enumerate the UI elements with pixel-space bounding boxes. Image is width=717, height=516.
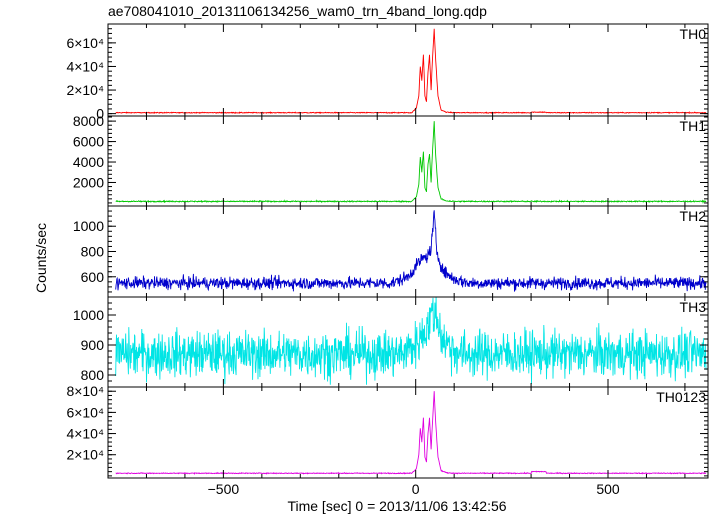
y-tick-label: 6000 <box>73 134 104 150</box>
panel-th0: 0 2×10⁴ 4×10⁴ 6×10⁴ TH0 <box>66 23 709 122</box>
panel-th1: 2000 4000 6000 8000 TH1 <box>73 113 709 207</box>
x-tick-label: 500 <box>596 481 620 497</box>
x-axis-label: Time [sec] 0 = 2013/11/06 13:42:56 <box>287 498 506 514</box>
panel-th2: 600 800 1000 TH2 <box>73 205 709 298</box>
x-tick-label: 0 <box>412 481 420 497</box>
y-tick-label: 900 <box>81 337 105 353</box>
y-tick-label: 800 <box>81 367 105 383</box>
y-tick-label: 2×10⁴ <box>66 82 104 98</box>
y-tick-label: 4×10⁴ <box>66 58 104 74</box>
panel-label: TH3 <box>680 299 707 315</box>
series-line-th0123 <box>115 391 707 475</box>
y-tick-label: 2000 <box>73 174 104 190</box>
panel-label: TH0123 <box>656 389 706 405</box>
panel-th0123: 2×10⁴ 4×10⁴ 6×10⁴ 8×10⁴ TH0123 <box>66 383 709 479</box>
y-axis-label: Counts/sec <box>33 223 49 293</box>
series-line-th3 <box>115 297 707 385</box>
y-tick-label: 600 <box>81 269 105 285</box>
y-tick-label: 8000 <box>73 113 104 129</box>
y-tick-label: 6×10⁴ <box>66 404 104 420</box>
x-tick-label: −500 <box>208 481 240 497</box>
y-tick-label: 1000 <box>73 307 104 323</box>
y-tick-label: 8×10⁴ <box>66 383 104 399</box>
y-tick-label: 4×10⁴ <box>66 426 104 442</box>
series-line-th0 <box>115 28 707 115</box>
y-tick-label: 1000 <box>73 218 104 234</box>
y-tick-label: 0 <box>96 106 104 122</box>
y-tick-label: 4000 <box>73 154 104 170</box>
panel-frame <box>107 115 709 207</box>
panel-label: TH2 <box>680 208 707 224</box>
y-tick-label: 6×10⁴ <box>66 35 104 51</box>
panel-th3: 800 900 1000 TH3 <box>73 296 709 388</box>
y-tick-label: 800 <box>81 244 105 260</box>
panel-label: TH1 <box>680 118 707 134</box>
y-tick-label: 2×10⁴ <box>66 447 104 463</box>
x-tick-labels: −500 0 500 <box>208 481 620 497</box>
series-line-th2 <box>115 210 707 292</box>
series-line-th1 <box>115 121 707 204</box>
panel-frame <box>107 23 709 117</box>
chart-title: ae708041010_20131106134256_wam0_trn_4ban… <box>108 3 487 19</box>
panel-label: TH0 <box>680 26 707 42</box>
panel-frame <box>107 386 709 479</box>
